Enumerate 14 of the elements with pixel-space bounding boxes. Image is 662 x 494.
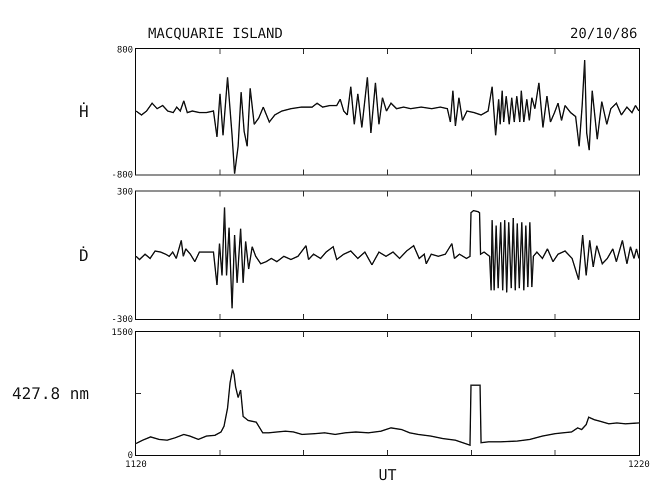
y-tick-label: 1500 <box>111 328 134 338</box>
text: 20/10/86 <box>570 26 638 42</box>
y-tick-label: 0 <box>128 451 134 462</box>
y-tick-label: 800 <box>116 45 134 56</box>
x-tick-label: 1120 <box>125 460 147 470</box>
x-tick-label: 1220 <box>628 460 650 470</box>
y-tick-label: 300 <box>116 188 134 198</box>
chart-title: MACQUARIE ISLAND <box>148 26 283 42</box>
y-tick-label: -300 <box>111 315 134 326</box>
y-tick-label: -800 <box>111 170 134 181</box>
y-axis-title: 427.8 nm <box>12 384 90 403</box>
y-axis-title: Ḋ <box>79 246 89 265</box>
x-axis-title: UT <box>378 466 397 484</box>
y-axis-title: Ḣ <box>79 102 89 121</box>
